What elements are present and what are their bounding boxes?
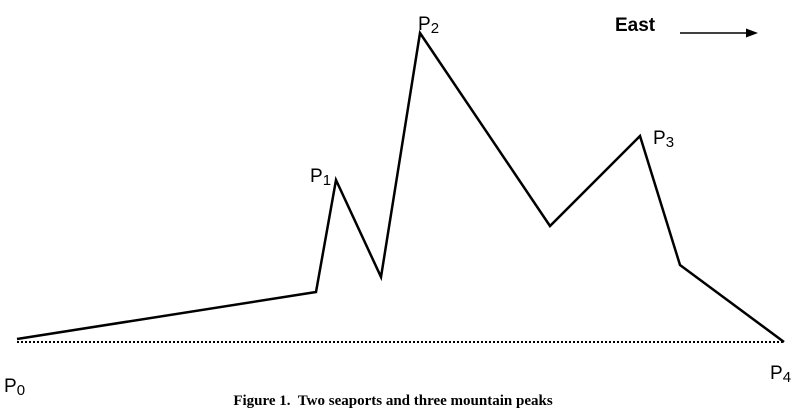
point-label-p4-sub: 4 bbox=[783, 369, 791, 386]
point-label-p0: P0 bbox=[4, 376, 25, 399]
point-label-p2: P2 bbox=[418, 14, 439, 37]
east-arrow-head bbox=[746, 28, 758, 38]
point-label-p3-sub: 3 bbox=[666, 134, 674, 151]
point-label-p4: P4 bbox=[770, 363, 791, 386]
direction-label: East bbox=[615, 15, 656, 36]
point-label-p3: P3 bbox=[653, 128, 674, 151]
figure-caption: Figure 1. Two seaports and three mountai… bbox=[233, 393, 552, 409]
point-label-p0-letter: P bbox=[4, 376, 17, 397]
point-label-p2-letter: P bbox=[418, 14, 431, 35]
point-label-p4-letter: P bbox=[770, 363, 783, 384]
point-label-p1-sub: 1 bbox=[323, 172, 331, 189]
point-label-p2-sub: 2 bbox=[431, 20, 439, 37]
terrain-profile bbox=[16, 29, 785, 344]
point-label-p3-letter: P bbox=[653, 128, 666, 149]
east-arrow bbox=[680, 28, 758, 38]
point-label-p1-letter: P bbox=[310, 166, 323, 187]
point-label-p1: P1 bbox=[310, 166, 331, 189]
point-label-p0-sub: 0 bbox=[17, 382, 25, 399]
